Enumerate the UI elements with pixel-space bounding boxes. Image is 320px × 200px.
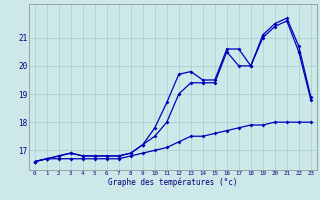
X-axis label: Graphe des températures (°c): Graphe des températures (°c) — [108, 178, 237, 187]
